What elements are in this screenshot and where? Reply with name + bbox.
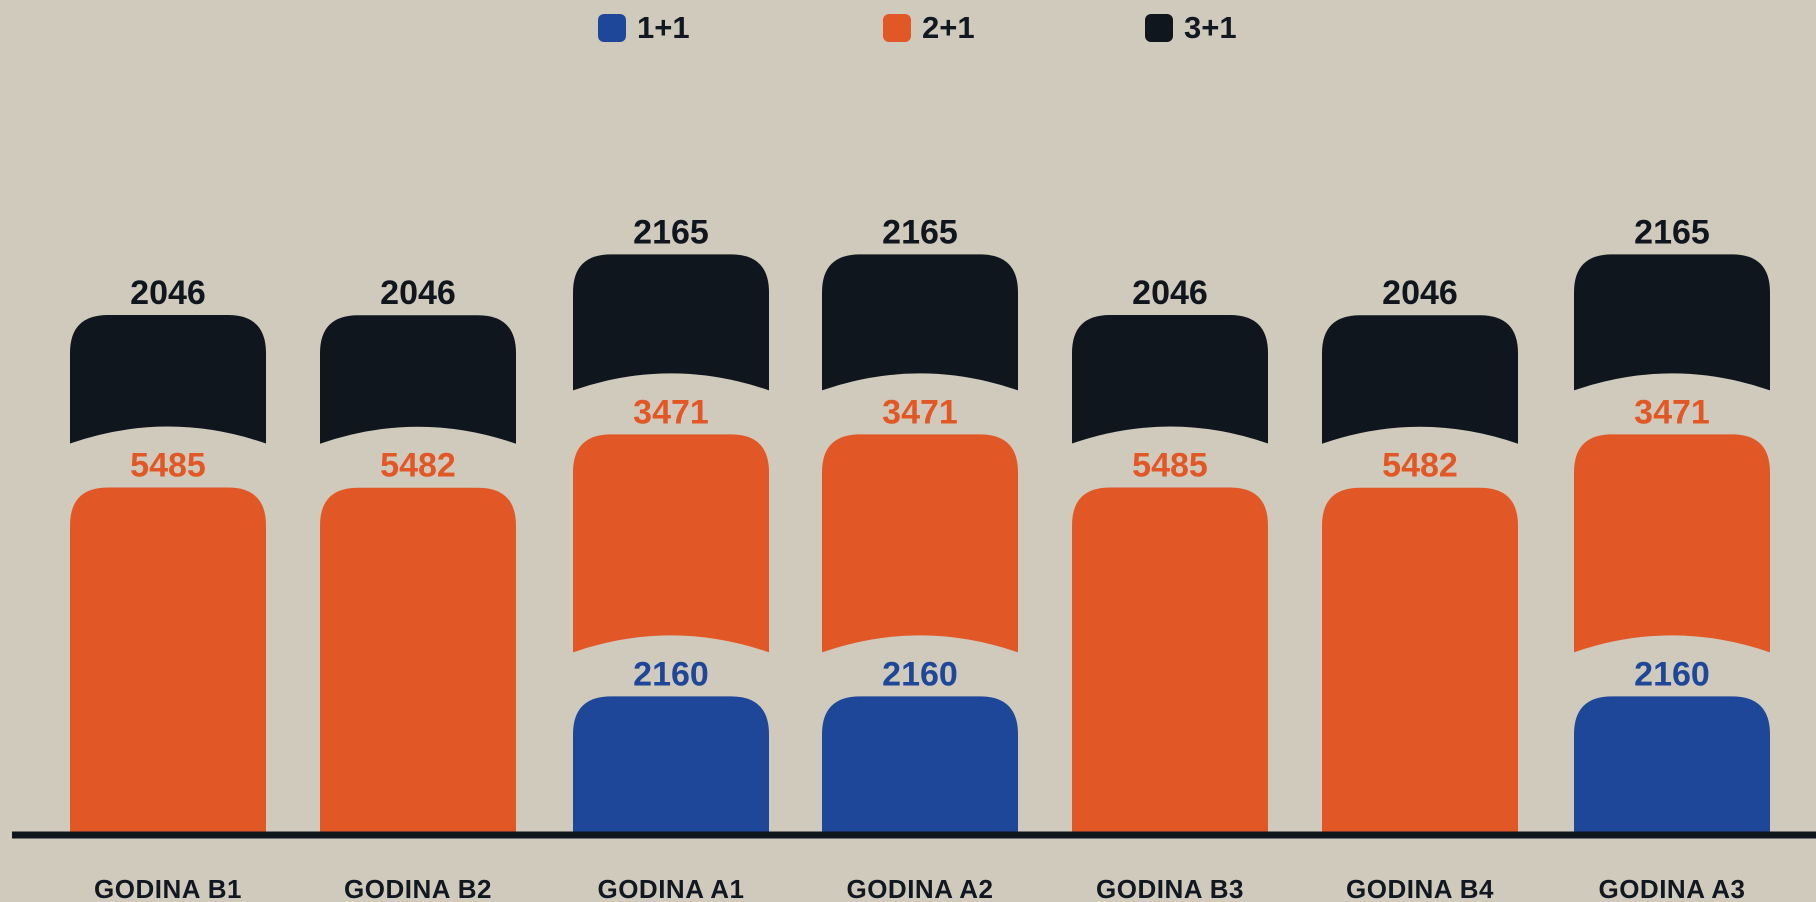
value-label-1-1-godina-a2: 2160 [882, 655, 958, 693]
legend-swatch-2-1 [883, 14, 911, 42]
value-label-2-1-godina-b2: 5482 [380, 447, 456, 485]
bar-2-1-godina-a1 [573, 434, 769, 653]
value-label-2-1-godina-b4: 5482 [1382, 447, 1458, 485]
value-label-2-1-godina-a1: 3471 [633, 393, 709, 431]
bar-1-1-godina-a2 [822, 696, 1018, 832]
legend-swatch-3-1 [1145, 14, 1173, 42]
category-label-godina-b3: GODINA B3 [1096, 874, 1244, 902]
value-label-3-1-godina-b4: 2046 [1382, 274, 1458, 312]
value-label-1-1-godina-a3: 2160 [1634, 655, 1710, 693]
legend-label-2-1: 2+1 [922, 10, 975, 45]
value-label-2-1-godina-b1: 5485 [130, 447, 206, 485]
value-label-1-1-godina-a1: 2160 [633, 655, 709, 693]
category-label-godina-a2: GODINA A2 [846, 874, 993, 902]
bar-2-1-godina-a3 [1574, 434, 1770, 653]
category-label-godina-b4: GODINA B4 [1346, 874, 1494, 902]
bar-2-1-godina-b3 [1072, 487, 1268, 832]
value-label-3-1-godina-b3: 2046 [1132, 274, 1208, 312]
value-label-3-1-godina-a1: 2165 [633, 213, 709, 251]
bar-2-1-godina-b2 [320, 487, 516, 832]
bar-3-1-godina-a1 [573, 254, 769, 391]
category-label-godina-a3: GODINA A3 [1598, 874, 1745, 902]
bars: 5485 2046 5482 2046 2160 3471 2165 2160 3471 2165… [70, 213, 1770, 832]
value-label-2-1-godina-a3: 3471 [1634, 393, 1710, 431]
bar-3-1-godina-b1 [70, 315, 266, 444]
bar-3-1-godina-b3 [1072, 315, 1268, 444]
bar-2-1-godina-b1 [70, 487, 266, 832]
bar-3-1-godina-b4 [1322, 315, 1518, 444]
legend-label-1-1: 1+1 [637, 10, 690, 45]
bar-1-1-godina-a1 [573, 696, 769, 832]
bar-3-1-godina-b2 [320, 315, 516, 444]
value-label-2-1-godina-a2: 3471 [882, 393, 958, 431]
bar-1-1-godina-a3 [1574, 696, 1770, 832]
legend-swatch-1-1 [598, 14, 626, 42]
legend-label-3-1: 3+1 [1184, 10, 1237, 45]
bar-3-1-godina-a2 [822, 254, 1018, 391]
value-label-3-1-godina-b2: 2046 [380, 274, 456, 312]
value-label-3-1-godina-a3: 2165 [1634, 213, 1710, 251]
category-label-godina-b1: GODINA B1 [94, 874, 242, 902]
category-labels: GODINA B1 GODINA B2 GODINA A1 GODINA A2 GODI… [94, 874, 1745, 902]
bar-3-1-godina-a3 [1574, 254, 1770, 391]
category-label-godina-b2: GODINA B2 [344, 874, 492, 902]
value-label-3-1-godina-a2: 2165 [882, 213, 958, 251]
value-label-3-1-godina-b1: 2046 [130, 274, 206, 312]
legend: 1+1 2+1 3+1 [598, 10, 1237, 45]
bar-2-1-godina-a2 [822, 434, 1018, 653]
category-label-godina-a1: GODINA A1 [597, 874, 744, 902]
value-label-2-1-godina-b3: 5485 [1132, 447, 1208, 485]
bar-2-1-godina-b4 [1322, 487, 1518, 832]
